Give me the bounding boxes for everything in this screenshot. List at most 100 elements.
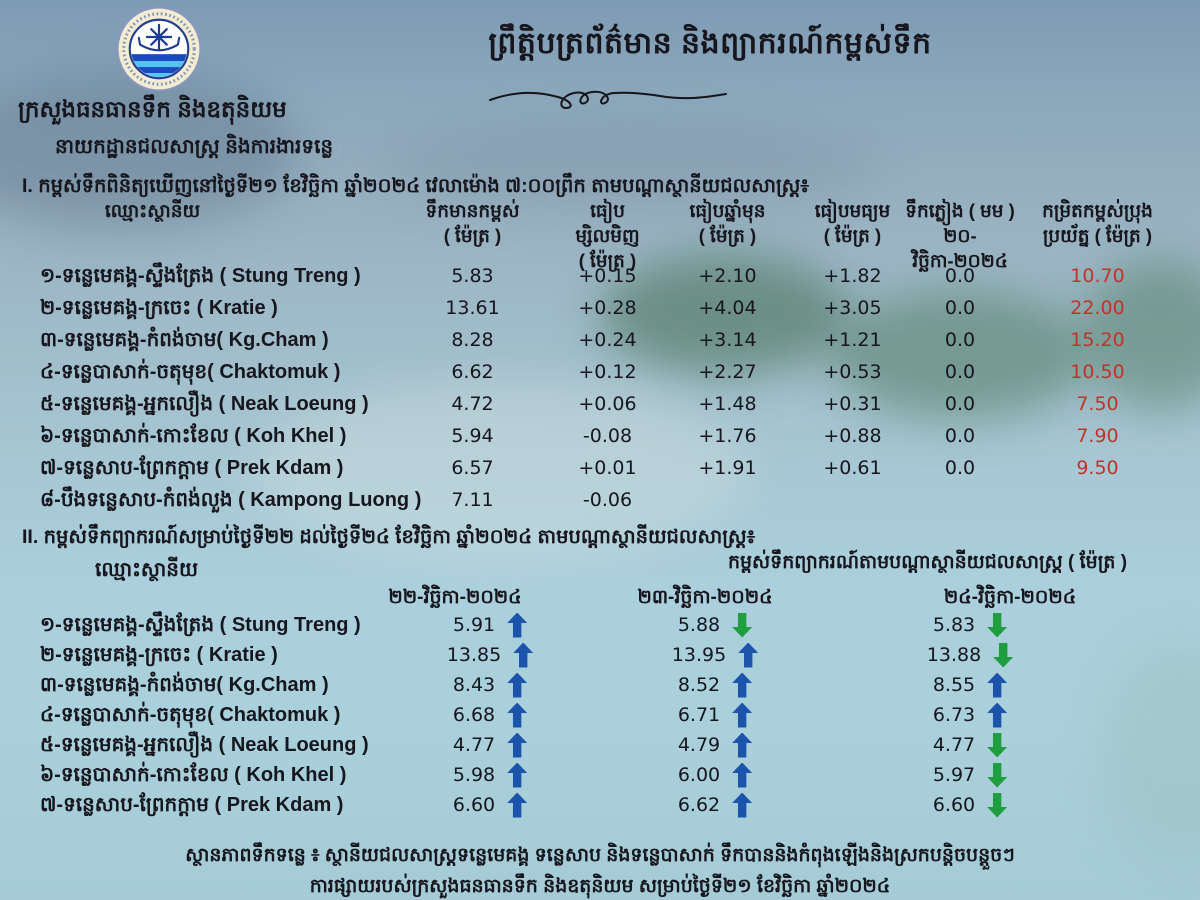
up-arrow-icon — [507, 672, 528, 698]
rainfall-value: 0.0 — [944, 265, 976, 287]
forecast-cell-day2: 5.88 — [580, 612, 850, 638]
station-name: ៣-ទន្លេមេគង្គ-កំពង់ចាម( Kg.Cham ) — [40, 329, 329, 351]
forecast-cell-day1: 5.91 — [400, 612, 580, 638]
up-arrow-icon — [507, 732, 528, 758]
vs-average-value: +3.05 — [823, 297, 882, 319]
table-row: ៨-បឹងទន្លេសាប-កំពង់លួង ( Kampong Luong )… — [40, 484, 1180, 516]
alert-level-value: 7.90 — [1076, 425, 1119, 447]
vs-average-value: +1.21 — [823, 329, 882, 351]
up-arrow-icon — [732, 792, 753, 818]
forecast-row: ១-ទន្លេមេគង្គ-ស្ទឹងត្រែង ( Stung Treng )… — [40, 610, 1180, 640]
forecast-cell-day1: 13.85 — [400, 642, 580, 668]
table-row: ៧-ទន្លេសាប-ព្រែកក្តាម ( Prek Kdam ) 6.57… — [40, 452, 1180, 484]
forecast-value: 6.71 — [677, 704, 721, 726]
down-arrow-icon — [987, 612, 1008, 638]
up-arrow-icon — [987, 702, 1008, 728]
column-header-alert-level: កម្រិតកម្ពស់ប្រុង ប្រយ័ត្ន ( ម៉ែត្រ ) — [1042, 200, 1153, 246]
station-name: ៧-ទន្លេសាប-ព្រែកក្តាម ( Prek Kdam ) — [40, 794, 344, 816]
down-arrow-icon — [993, 642, 1014, 668]
forecast-cell-day1: 6.60 — [400, 792, 580, 818]
forecast-cell-day2: 8.52 — [580, 672, 850, 698]
forecast-value: 8.55 — [932, 674, 976, 696]
forecast-value: 5.97 — [932, 764, 976, 786]
forecast-row: ៤-ទន្លេបាសាក់-ចតុមុខ( Chaktomuk ) 6.68 6… — [40, 700, 1180, 730]
column-header-vs-average: ធៀបមធ្យម( ម៉ែត្រ ) — [814, 200, 891, 246]
alert-level-value: 10.50 — [1070, 361, 1125, 383]
water-level-value: 7.11 — [451, 489, 494, 511]
vs-yesterday-value: -0.08 — [582, 425, 633, 447]
station-name: ៥-ទន្លេមេគង្គ-អ្នកលឿង ( Neak Loeung ) — [40, 393, 369, 415]
forecast-cell-day2: 6.62 — [580, 792, 850, 818]
table-row: ៤-ទន្លេបាសាក់-ចតុមុខ( Chaktomuk ) 6.62 +… — [40, 356, 1180, 388]
rainfall-value: 0.0 — [944, 457, 976, 479]
up-arrow-icon — [732, 762, 753, 788]
forecast-row: ២-ទន្លេមេគង្គ-ក្រចេះ ( Kratie ) 13.85 13… — [40, 640, 1180, 670]
down-arrow-icon — [987, 762, 1008, 788]
vs-yesterday-value: +0.06 — [578, 393, 637, 415]
forecast-value: 13.85 — [446, 644, 502, 666]
alert-level-value: 15.20 — [1070, 329, 1125, 351]
station-name: ១-ទន្លេមេគង្គ-ស្ទឹងត្រែង ( Stung Treng ) — [40, 265, 361, 287]
vs-yesterday-value: -0.06 — [582, 489, 633, 511]
rainfall-value: 0.0 — [944, 393, 976, 415]
table-row: ៦-ទន្លេបាសាក់-កោះខែល ( Koh Khel ) 5.94 -… — [40, 420, 1180, 452]
vs-last-year-value: +3.14 — [698, 329, 757, 351]
section1-heading: I. កម្ពស់ទឹកពិនិត្យឃើញនៅថ្ងៃទី២១ ខែវិច្ឆ… — [22, 175, 809, 197]
section1-table-header: ឈ្មោះស្ថានីយ ទឹកមានកម្ពស់( ម៉ែត្រ ) ធៀបម… — [40, 198, 1180, 273]
vs-last-year-value: +1.76 — [698, 425, 757, 447]
vs-yesterday-value: +0.12 — [578, 361, 637, 383]
station-name: ៦-ទន្លេបាសាក់-កោះខែល ( Koh Khel ) — [40, 764, 347, 786]
station-name: ៥-ទន្លេមេគង្គ-អ្នកលឿង ( Neak Loeung ) — [40, 734, 369, 756]
rainfall-value: 0.0 — [944, 361, 976, 383]
vs-last-year-value: +1.91 — [698, 457, 757, 479]
column-header-rainfall: ទឹកភ្លៀង ( មម ) ២០-វិច្ឆិកា-២០២៤ — [905, 200, 1015, 271]
compass-star-icon — [145, 23, 173, 51]
vs-yesterday-value: +0.15 — [578, 265, 637, 287]
flourish-divider — [489, 90, 727, 110]
vs-last-year-value: +1.48 — [698, 393, 757, 415]
station-name: ៤-ទន្លេបាសាក់-ចតុមុខ( Chaktomuk ) — [40, 361, 341, 383]
forecast-value: 13.88 — [926, 644, 982, 666]
station-name: ២-ទន្លេមេគង្គ-ក្រចេះ ( Kratie ) — [40, 644, 278, 666]
vs-yesterday-value: +0.24 — [578, 329, 637, 351]
station-name: ១-ទន្លេមេគង្គ-ស្ទឹងត្រែង ( Stung Treng ) — [40, 614, 361, 636]
alert-level-value: 10.70 — [1070, 265, 1125, 287]
section2-station-column-header: ឈ្មោះស្ថានីយ — [95, 559, 199, 581]
department-name: នាយកដ្ឋានជលសាស្ត្រ និងការងារទន្លេ — [55, 136, 334, 158]
column-header-vs-yesterday: ធៀបម្សិលមិញ( ម៉ែត្រ ) — [575, 200, 640, 271]
down-arrow-icon — [732, 612, 753, 638]
forecast-value: 6.60 — [932, 794, 976, 816]
station-name: ២-ទន្លេមេគង្គ-ក្រចេះ ( Kratie ) — [40, 297, 278, 319]
ministry-name: ក្រសួងធនធានទឹក និងឧតុនិយម — [18, 96, 287, 122]
forecast-date-2: ២៣-វិច្ឆិកា-២០២៤ — [637, 587, 773, 608]
forecast-date-3: ២៤-វិច្ឆិកា-២០២៤ — [943, 587, 1077, 608]
vs-yesterday-value: +0.28 — [578, 297, 637, 319]
station-name: ៤-ទន្លេបាសាក់-ចតុមុខ( Chaktomuk ) — [40, 704, 341, 726]
forecast-cell-day1: 8.43 — [400, 672, 580, 698]
forecast-row: ៣-ទន្លេមេគង្គ-កំពង់ចាម( Kg.Cham ) 8.43 8… — [40, 670, 1180, 700]
forecast-value: 5.83 — [932, 614, 976, 636]
forecast-value: 5.88 — [677, 614, 721, 636]
forecast-cell-day3: 5.97 — [850, 762, 1090, 788]
table-row: ៣-ទន្លេមេគង្គ-កំពង់ចាម( Kg.Cham ) 8.28 +… — [40, 324, 1180, 356]
publication-note: ការផ្សាយរបស់ក្រសួងធនធានទឹក និងឧតុនិយម សម… — [309, 876, 891, 897]
forecast-cell-day1: 6.68 — [400, 702, 580, 728]
up-arrow-icon — [507, 702, 528, 728]
vs-average-value: +0.53 — [823, 361, 882, 383]
forecast-cell-day1: 4.77 — [400, 732, 580, 758]
forecast-value: 4.77 — [452, 734, 496, 756]
forecast-cell-day3: 6.60 — [850, 792, 1090, 818]
up-arrow-icon — [987, 672, 1008, 698]
forecast-value: 5.98 — [452, 764, 496, 786]
up-arrow-icon — [732, 702, 753, 728]
section2-forecast-header: កម្ពស់ទឹកព្យាករណ៍តាមបណ្ដាស្ថានីយជលសាស្ត្… — [727, 552, 1128, 573]
water-level-value: 5.83 — [451, 265, 494, 287]
ministry-seal-logo — [116, 6, 202, 92]
up-arrow-icon — [738, 642, 759, 668]
table-row: ២-ទន្លេមេគង្គ-ក្រចេះ ( Kratie ) 13.61 +0… — [40, 292, 1180, 324]
section2-table-body: ១-ទន្លេមេគង្គ-ស្ទឹងត្រែង ( Stung Treng )… — [0, 610, 1200, 820]
column-header-station: ឈ្មោះស្ថានីយ — [104, 200, 201, 221]
forecast-value: 4.79 — [677, 734, 721, 756]
station-name: ៦-ទន្លេបាសាក់-កោះខែល ( Koh Khel ) — [40, 425, 347, 447]
